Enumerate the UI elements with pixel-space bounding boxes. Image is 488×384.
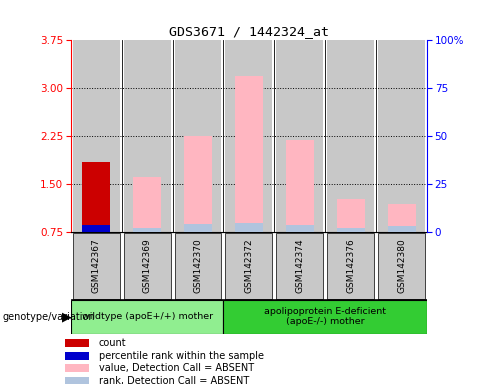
- Bar: [327, 233, 374, 299]
- Bar: [82, 223, 110, 232]
- Text: GSM142367: GSM142367: [92, 238, 101, 293]
- Bar: [378, 233, 425, 299]
- Bar: [65, 377, 89, 384]
- Bar: [82, 223, 110, 232]
- Bar: [71, 300, 224, 334]
- Bar: [65, 339, 89, 347]
- Bar: [175, 40, 222, 232]
- Bar: [123, 40, 170, 232]
- Bar: [327, 40, 374, 232]
- Bar: [387, 226, 416, 232]
- Text: GSM142372: GSM142372: [244, 238, 253, 293]
- Bar: [225, 40, 272, 232]
- Bar: [276, 233, 323, 299]
- Bar: [378, 40, 425, 232]
- Bar: [65, 364, 89, 372]
- Bar: [123, 233, 170, 299]
- Text: GSM142380: GSM142380: [397, 238, 406, 293]
- Bar: [65, 352, 89, 360]
- Text: wildtype (apoE+/+) mother: wildtype (apoE+/+) mother: [81, 312, 213, 321]
- Bar: [133, 228, 161, 232]
- Bar: [337, 228, 365, 232]
- Text: GSM142376: GSM142376: [346, 238, 355, 293]
- Bar: [82, 162, 110, 232]
- Bar: [82, 225, 110, 232]
- Text: count: count: [99, 338, 126, 348]
- Bar: [133, 177, 161, 232]
- Title: GDS3671 / 1442324_at: GDS3671 / 1442324_at: [169, 25, 329, 38]
- Bar: [73, 233, 120, 299]
- Bar: [235, 223, 263, 232]
- Bar: [286, 139, 314, 232]
- Text: GSM142374: GSM142374: [295, 238, 305, 293]
- Bar: [387, 204, 416, 232]
- Bar: [276, 40, 323, 232]
- Bar: [175, 233, 222, 299]
- Bar: [224, 300, 427, 334]
- Text: apolipoprotein E-deficient
(apoE-/-) mother: apolipoprotein E-deficient (apoE-/-) mot…: [264, 307, 386, 326]
- Bar: [73, 40, 120, 232]
- Text: genotype/variation: genotype/variation: [2, 312, 95, 322]
- Bar: [184, 224, 212, 232]
- Text: percentile rank within the sample: percentile rank within the sample: [99, 351, 264, 361]
- Bar: [225, 233, 272, 299]
- Bar: [286, 225, 314, 232]
- Text: GSM142370: GSM142370: [193, 238, 203, 293]
- Text: rank, Detection Call = ABSENT: rank, Detection Call = ABSENT: [99, 376, 249, 384]
- Bar: [184, 136, 212, 232]
- Bar: [337, 199, 365, 232]
- Bar: [235, 76, 263, 232]
- Text: value, Detection Call = ABSENT: value, Detection Call = ABSENT: [99, 363, 254, 373]
- Text: GSM142369: GSM142369: [142, 238, 152, 293]
- Text: ▶: ▶: [62, 310, 72, 323]
